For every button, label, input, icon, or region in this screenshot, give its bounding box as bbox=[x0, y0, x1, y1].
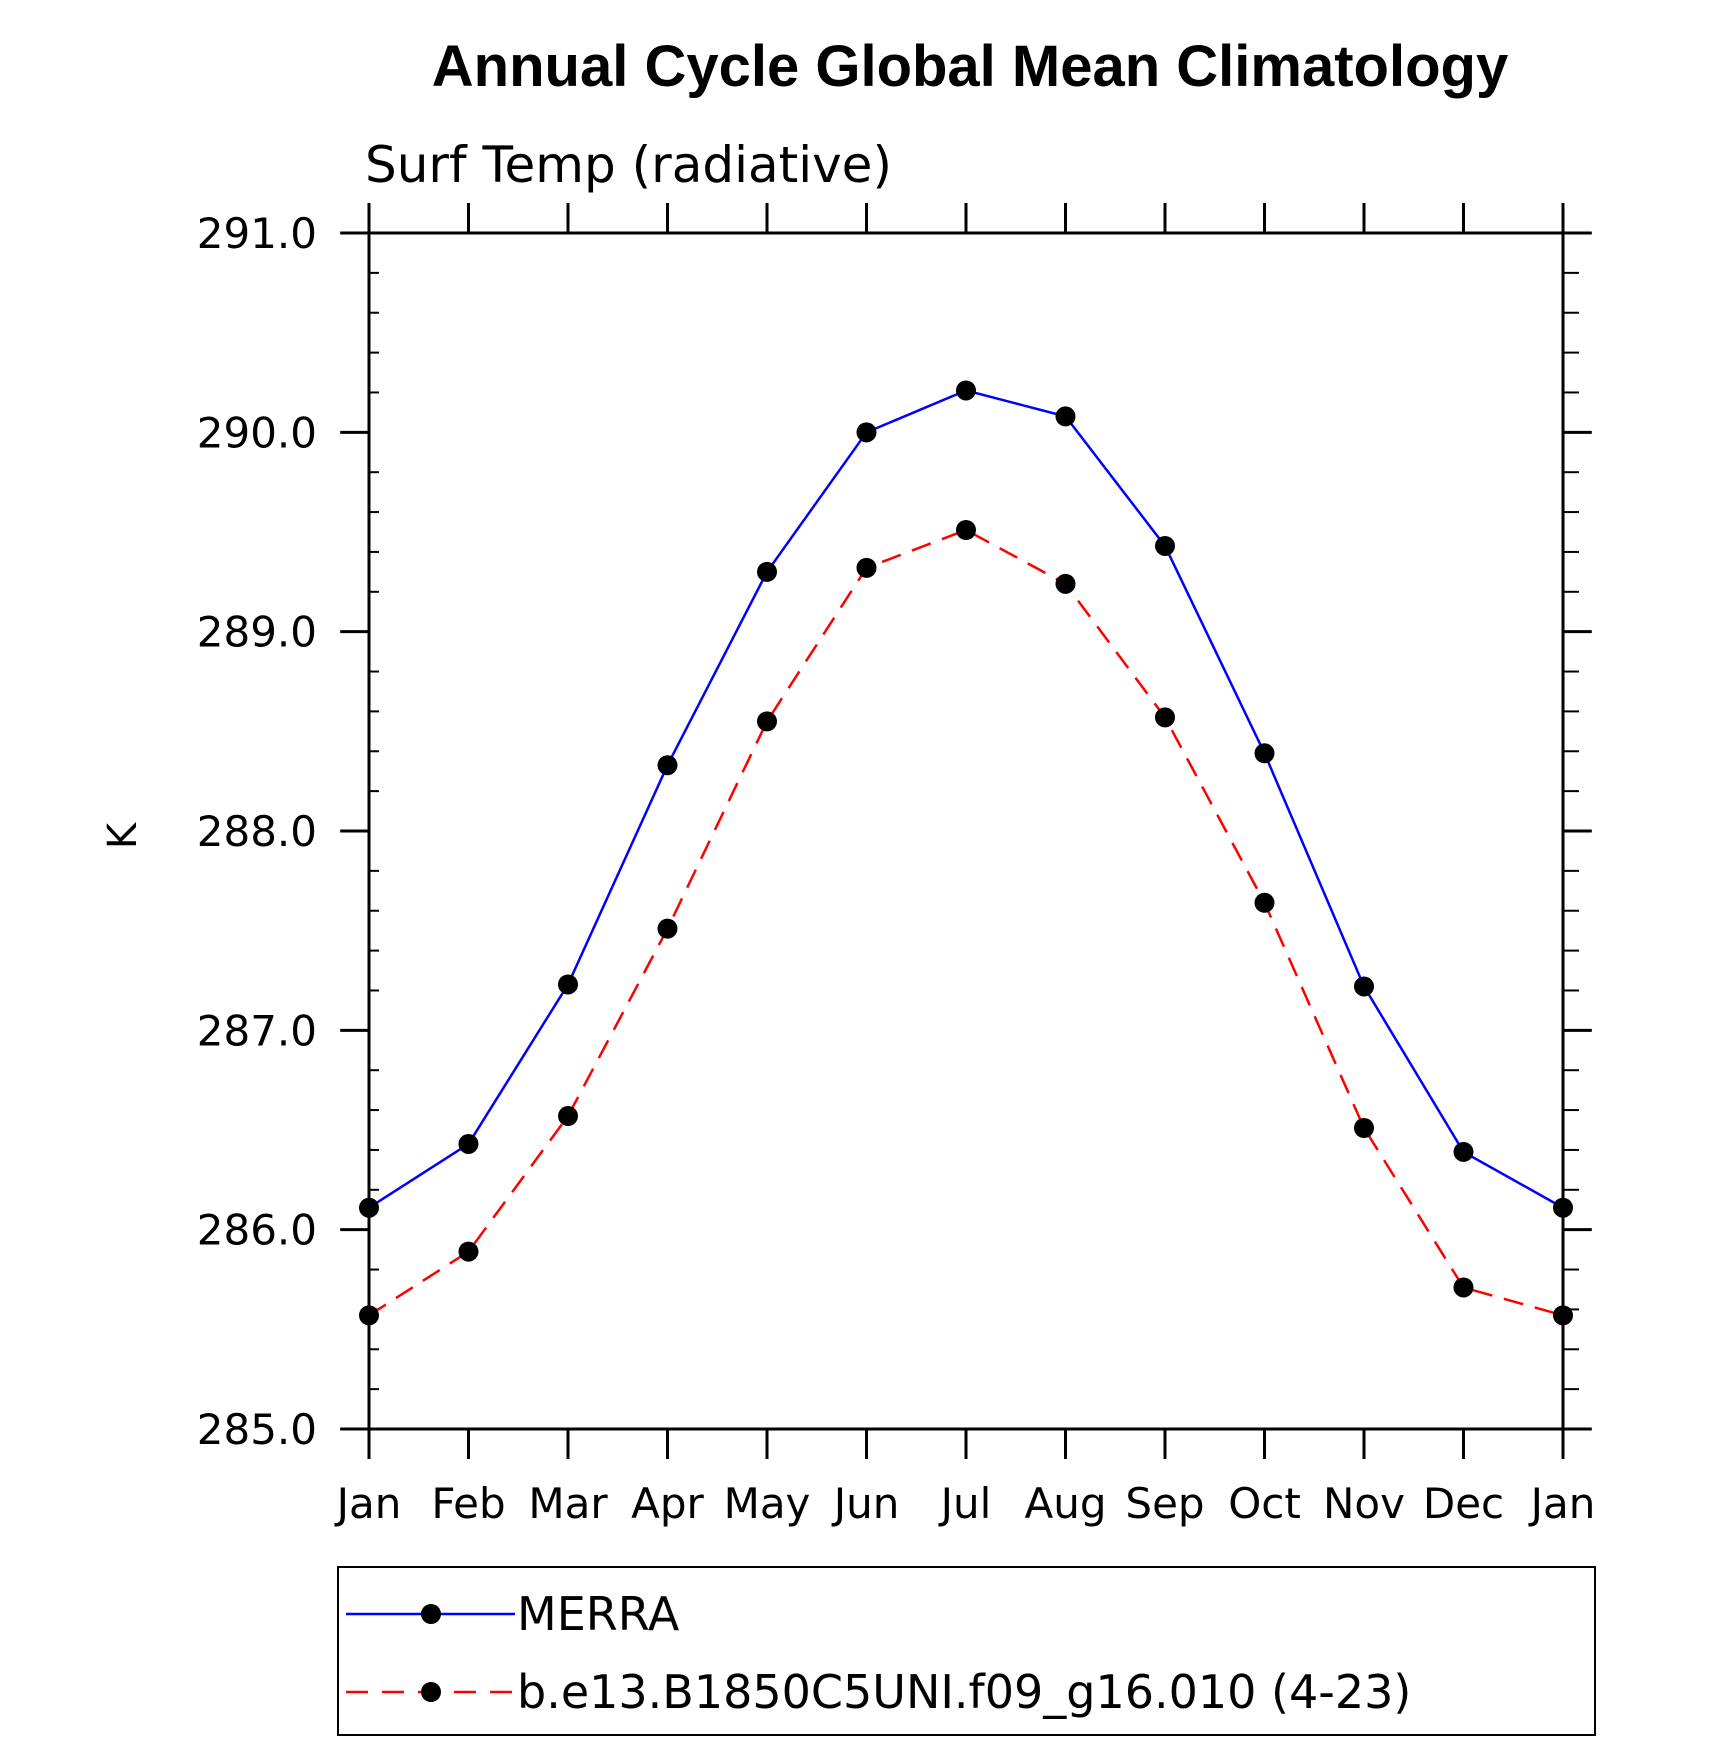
data-point bbox=[558, 974, 578, 995]
legend-marker bbox=[421, 1604, 441, 1624]
data-point bbox=[956, 520, 976, 541]
data-point bbox=[1055, 406, 1076, 427]
series-line bbox=[368, 389, 1564, 1209]
data-point bbox=[458, 1133, 479, 1154]
data-point bbox=[1354, 976, 1374, 997]
legend-marker bbox=[421, 1682, 441, 1702]
y-tick-label: 286.0 bbox=[197, 1206, 317, 1255]
data-point bbox=[856, 422, 877, 443]
data-point bbox=[1254, 743, 1275, 764]
x-tick-label: Aug bbox=[1024, 1479, 1106, 1528]
x-tick-label: Dec bbox=[1423, 1479, 1504, 1528]
data-point bbox=[1155, 535, 1175, 556]
data-point bbox=[1553, 1305, 1573, 1326]
x-tick-label: Mar bbox=[528, 1479, 608, 1528]
data-point bbox=[657, 918, 678, 939]
data-point bbox=[757, 711, 777, 732]
x-tick-label: Jul bbox=[938, 1479, 992, 1528]
data-point bbox=[558, 1106, 578, 1127]
data-point bbox=[359, 1305, 379, 1326]
data-point bbox=[1354, 1118, 1374, 1139]
chart-title: Annual Cycle Global Mean Climatology bbox=[432, 34, 1508, 99]
legend-box bbox=[337, 1566, 1596, 1736]
data-point bbox=[1453, 1141, 1474, 1162]
data-point bbox=[856, 557, 877, 578]
y-tick-label: 285.0 bbox=[197, 1405, 317, 1454]
plot-frame bbox=[367, 231, 1565, 1431]
y-tick-label: 289.0 bbox=[197, 608, 317, 657]
y-tick-label: 291.0 bbox=[197, 209, 317, 258]
series-line bbox=[368, 528, 1564, 1317]
x-tick-label: May bbox=[724, 1479, 811, 1528]
legend-label: MERRA bbox=[517, 1587, 680, 1641]
data-point bbox=[1155, 707, 1175, 728]
legend-label: b.e13.B1850C5UNI.f09_g16.010 (4-23) bbox=[517, 1665, 1411, 1719]
x-tick-label: Jun bbox=[831, 1479, 900, 1528]
y-tick-label: 287.0 bbox=[197, 1006, 317, 1055]
x-tick-label: Jan bbox=[334, 1479, 402, 1528]
y-tick-label: 288.0 bbox=[197, 807, 317, 856]
data-point bbox=[1453, 1277, 1474, 1298]
data-point bbox=[1254, 892, 1275, 913]
y-axis-label: K bbox=[100, 821, 146, 849]
legend: MERRA b.e13.B1850C5UNI.f09_g16.010 (4-23) bbox=[337, 1566, 1596, 1736]
chart-subtitle: Surf Temp (radiative) bbox=[365, 136, 892, 194]
data-point bbox=[359, 1197, 379, 1218]
data-point bbox=[458, 1241, 479, 1262]
plot-area: 285.0 286.0 287.0 288.0 289.0 290.0 291.0 Jan Fe… bbox=[197, 203, 1596, 1528]
data-point bbox=[956, 380, 976, 401]
x-tick-label: Jan bbox=[1528, 1479, 1596, 1528]
data-point bbox=[757, 561, 777, 582]
data-point bbox=[1553, 1197, 1573, 1218]
x-tick-label: Apr bbox=[631, 1479, 704, 1528]
x-tick-label: Oct bbox=[1228, 1479, 1301, 1528]
y-tick-label: 290.0 bbox=[197, 408, 317, 457]
data-point bbox=[657, 755, 678, 776]
x-tick-label: Nov bbox=[1323, 1479, 1405, 1528]
data-point bbox=[1055, 573, 1076, 594]
x-tick-label: Sep bbox=[1125, 1479, 1204, 1528]
x-tick-label: Feb bbox=[431, 1479, 505, 1528]
